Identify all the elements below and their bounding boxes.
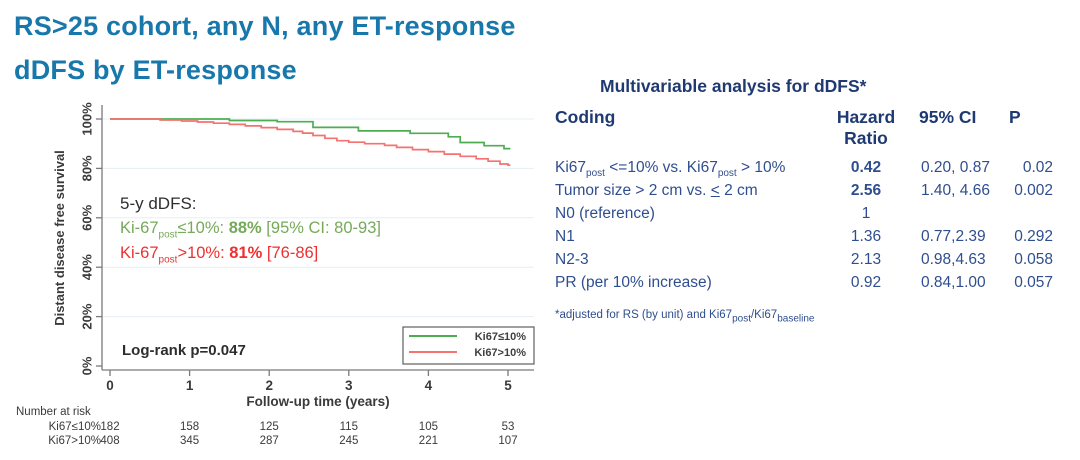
table-title: Multivariable analysis for dDFS* <box>600 76 867 96</box>
annotation-green-mid: ≤10%: <box>177 219 229 237</box>
cell-p: 0.292 <box>1014 228 1053 245</box>
cell-coding: Ki67post <=10% vs. Ki67post > 10% <box>555 159 786 180</box>
annotation-green-ci: [95% CI: 80-93] <box>261 219 381 237</box>
x-tick-label: 0 <box>106 378 114 393</box>
x-axis-label: Follow-up time (years) <box>246 394 389 409</box>
cell-coding: N0 (reference) <box>555 205 655 222</box>
table-row: N1 1.36 0.77,2.39 0.292 <box>555 225 1080 248</box>
annotation-green-prefix: Ki-67 <box>120 219 159 237</box>
cell-95ci: 0.98,4.63 <box>921 251 986 268</box>
annotation-green-group: Ki-67post≤10%: 88% [95% CI: 80-93] <box>120 216 381 241</box>
y-tick-label: 40% <box>80 254 95 280</box>
risk-value: 107 <box>498 435 517 447</box>
annotation-red-value: 81% <box>229 244 263 262</box>
annotation-red-sub: post <box>158 254 178 266</box>
annotation-red-group: Ki-67post>10%: 81% [76-86] <box>120 241 381 266</box>
cell-coding: N2-3 <box>555 251 589 268</box>
y-axis-label: Distant disease free survival <box>52 150 67 326</box>
risk-value: 221 <box>419 435 438 447</box>
risk-value: 182 <box>100 421 119 433</box>
table-row: N0 (reference) 1 <box>555 202 1080 225</box>
x-tick-label: 4 <box>425 378 433 393</box>
risk-row-name: Ki67>10% <box>48 435 101 447</box>
cell-p: 0.002 <box>1014 182 1053 199</box>
multivariable-table: Multivariable analysis for dDFS* Coding … <box>555 74 1080 325</box>
risk-value: 158 <box>180 421 199 433</box>
cell-p: 0.057 <box>1014 274 1053 291</box>
risk-value: 125 <box>260 421 279 433</box>
risk-value: 115 <box>340 421 358 433</box>
number-at-risk-label: Number at risk <box>16 406 91 418</box>
risk-value: 345 <box>180 435 199 447</box>
logrank-text: Log-rank p=0.047 <box>122 342 246 359</box>
x-tick-label: 1 <box>186 378 194 393</box>
cell-95ci: 0.84,1.00 <box>921 274 986 291</box>
cell-p: 0.058 <box>1014 251 1053 268</box>
cell-hazard-ratio: 0.92 <box>850 274 882 291</box>
table-row: Ki67post <=10% vs. Ki67post > 10% 0.42 0.2… <box>555 156 1080 179</box>
annotation-green-value: 88% <box>228 219 262 237</box>
header-coding: Coding <box>555 107 616 127</box>
legend-box <box>402 326 535 365</box>
title-line-2: dDFS by ET-response <box>14 55 297 85</box>
table-row: PR (per 10% increase) 0.92 0.84,1.00 0.057 <box>555 271 1080 294</box>
annotation-red-mid: >10%: <box>177 244 230 262</box>
y-tick-label: 100% <box>80 102 95 136</box>
km-curve-ki67-high <box>110 118 511 167</box>
cell-hazard-ratio: 1.36 <box>850 228 882 245</box>
annotation-red-ci: [76-86] <box>262 244 319 262</box>
table-body: Ki67post <=10% vs. Ki67post > 10% 0.42 0.2… <box>555 156 1080 294</box>
five-year-ddfs-annotation: 5-y dDFS: Ki-67post≤10%: 88% [95% CI: 80… <box>120 191 381 266</box>
annotation-red-prefix: Ki-67 <box>120 244 159 262</box>
cell-95ci: 0.77,2.39 <box>921 228 986 245</box>
cell-coding: N1 <box>555 228 575 245</box>
risk-value: 287 <box>260 435 279 447</box>
table-header-row: Coding Hazard Ratio 95% CI P <box>555 107 1080 149</box>
annotation-green-sub: post <box>158 229 178 241</box>
cell-hazard-ratio: 0.42 <box>850 159 882 176</box>
cell-coding: Tumor size > 2 cm vs. < 2 cm <box>555 182 758 199</box>
risk-value: 408 <box>100 435 119 447</box>
x-tick-label: 2 <box>265 378 273 393</box>
risk-value: 245 <box>339 435 358 447</box>
legend-label: Ki67>10% <box>474 347 526 359</box>
y-tick-label: 0% <box>80 356 95 375</box>
y-tick-label: 20% <box>80 303 95 329</box>
y-tick-label: 80% <box>80 155 95 181</box>
slide-title: RS>25 cohort, any N, any ET-response dDF… <box>14 4 516 92</box>
x-tick-label: 5 <box>504 378 512 393</box>
header-hazard-ratio: Hazard Ratio <box>836 107 896 148</box>
header-95ci: 95% CI <box>919 107 977 127</box>
table-row: N2-3 2.13 0.98,4.63 0.058 <box>555 248 1080 271</box>
title-line-1: RS>25 cohort, any N, any ET-response <box>14 11 516 41</box>
cell-p: 0.02 <box>1022 159 1053 176</box>
cell-95ci: 1.40, 4.66 <box>921 182 990 199</box>
annotation-heading: 5-y dDFS: <box>120 194 197 213</box>
risk-row-name: Ki67≤10% <box>49 421 101 433</box>
km-curve-ki67-low <box>110 118 511 150</box>
table-row: Tumor size > 2 cm vs. < 2 cm 2.56 1.40, 4.… <box>555 179 1080 202</box>
cell-hazard-ratio: 2.56 <box>850 182 882 199</box>
cell-hazard-ratio: 2.13 <box>850 251 882 268</box>
cell-95ci: 0.20, 0.87 <box>921 159 990 176</box>
y-tick-label: 60% <box>80 204 95 230</box>
risk-value: 53 <box>502 421 515 433</box>
table-footnote: *adjusted for RS (by unit) and Ki67post/… <box>555 309 815 325</box>
km-chart: 0% 20% 40% 60% 80% 100% 0 1 2 3 4 5 Follow-up time (… <box>0 92 560 460</box>
risk-value: 105 <box>419 421 438 433</box>
cell-coding: PR (per 10% increase) <box>555 274 712 291</box>
x-tick-label: 3 <box>345 378 353 393</box>
header-p: P <box>1009 107 1021 127</box>
legend-label: Ki67≤10% <box>475 331 527 343</box>
cell-hazard-ratio: 1 <box>861 205 871 222</box>
